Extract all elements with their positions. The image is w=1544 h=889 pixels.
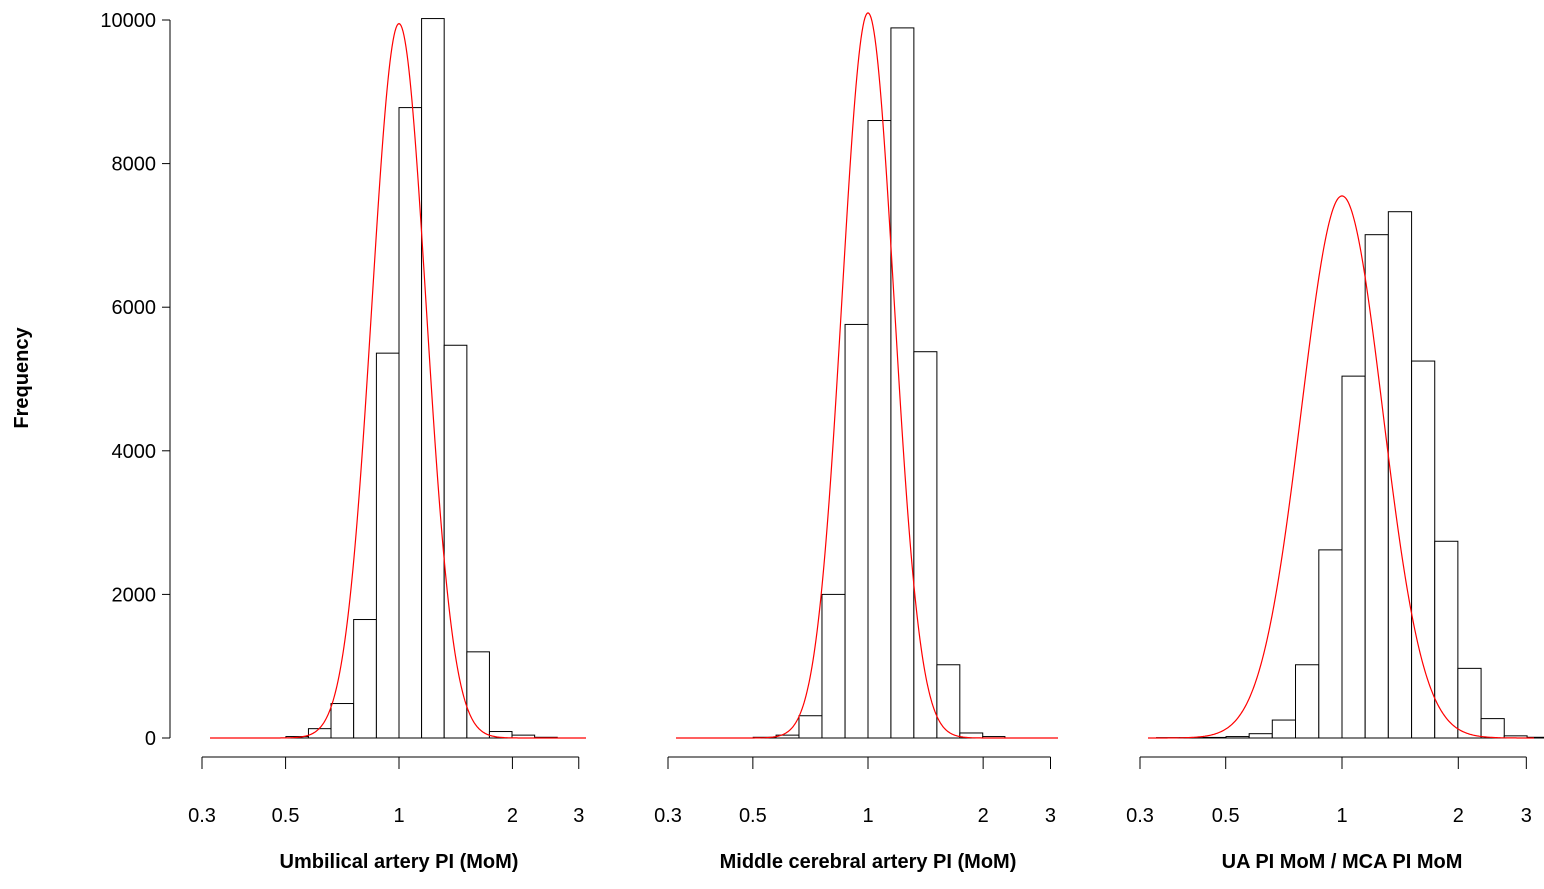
x-axis-title: Umbilical artery PI (MoM) (280, 851, 519, 873)
histogram-bar (1295, 664, 1320, 739)
x-tick-label: 2 (507, 805, 518, 827)
histogram-bar (936, 664, 961, 739)
x-tick-label: 1 (393, 805, 404, 827)
histogram-bar (1411, 360, 1436, 739)
x-axis-title: Middle cerebral artery PI (MoM) (720, 851, 1017, 873)
histogram-bar (466, 651, 490, 739)
histogram-bar (1248, 733, 1273, 739)
histogram-panel-1: 0.3 0.5 1 2 3 Umbilical artery PI (MoM) (188, 18, 586, 873)
histogram-bar (798, 715, 823, 739)
x-tick-label: 3 (573, 805, 584, 827)
histogram-panel-2: 0.3 0.5 1 2 3 Middle cerebral artery PI (MoM) (654, 12, 1058, 873)
histogram-bar (821, 593, 846, 739)
histogram-bar (443, 344, 468, 739)
histogram-bar (1387, 211, 1413, 739)
x-axis-title: UA PI MoM / MCA PI MoM (1222, 851, 1463, 873)
x-tick-label: 1 (862, 805, 873, 827)
histogram-bar (1271, 719, 1297, 739)
x-tick-label: 3 (1521, 805, 1532, 827)
histogram-bar (1480, 718, 1505, 739)
x-tick-label: 0.3 (1126, 805, 1154, 827)
fitted-curve (1148, 195, 1534, 739)
x-tick-label: 0.5 (1212, 805, 1240, 827)
fitted-curve (676, 12, 1058, 739)
histogram-bar (398, 107, 423, 739)
histogram-bar (1225, 736, 1250, 739)
histogram-panels: 0.3 0.5 1 2 3 Umbilical artery PI (MoM) 0.3 0.5… (188, 12, 1544, 873)
histogram-bar (1434, 540, 1459, 739)
x-tick-label: 2 (1453, 805, 1464, 827)
histogram-bar (353, 619, 377, 739)
histogram-bar (375, 352, 400, 739)
y-tick-label: 10000 (100, 10, 156, 32)
histogram-bar (844, 323, 869, 739)
x-tick-label: 3 (1045, 805, 1056, 827)
histogram-bar (890, 27, 915, 739)
histogram-bar (1364, 234, 1389, 739)
histogram-bar (1202, 736, 1227, 739)
y-tick-label: 0 (145, 728, 156, 750)
y-axis-title: Frequency (11, 327, 33, 429)
fitted-curve (210, 22, 586, 739)
x-tick-label: 0.5 (739, 805, 767, 827)
y-tick-label: 2000 (112, 584, 157, 606)
histogram-bar (421, 18, 445, 739)
x-tick-label: 1 (1336, 805, 1347, 827)
histogram-bar (913, 351, 938, 739)
y-axis: 0 2000 4000 6000 8000 10000 (100, 10, 171, 750)
x-tick-label: 0.3 (654, 805, 682, 827)
y-tick-label: 8000 (112, 154, 157, 176)
y-tick-label: 6000 (112, 297, 157, 319)
histogram-bar (1341, 375, 1366, 739)
x-tick-label: 0.5 (272, 805, 300, 827)
histogram-bar (330, 703, 355, 739)
x-tick-label: 0.3 (188, 805, 216, 827)
histogram-panel-3: 0.3 0.5 1 2 3 UA PI MoM / MCA PI MoM (1126, 195, 1544, 873)
histogram-bar (1318, 549, 1343, 739)
x-tick-label: 2 (978, 805, 989, 827)
y-tick-label: 4000 (112, 441, 157, 463)
histogram-bar (867, 120, 892, 739)
histogram-bar (1457, 667, 1482, 739)
